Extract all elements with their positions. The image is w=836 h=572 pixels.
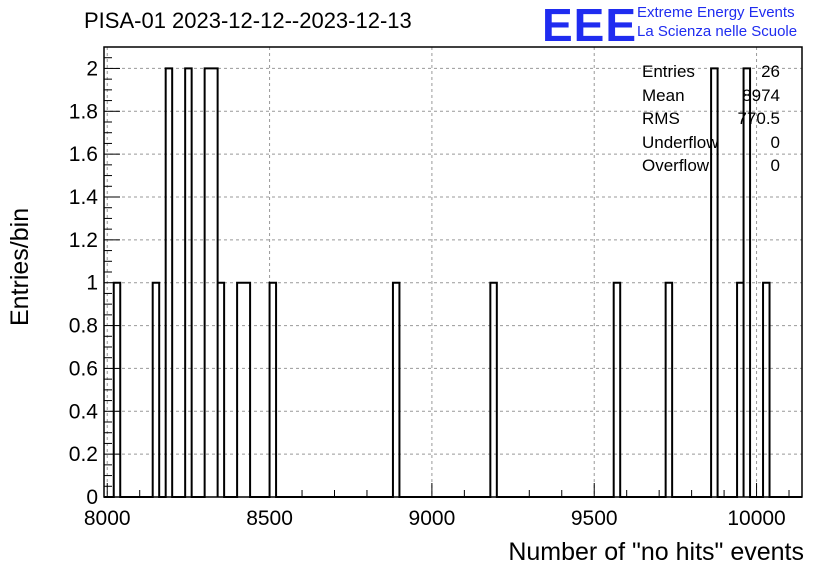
eee-logo-mark: EEE — [542, 0, 638, 51]
stats-key: Overflow — [642, 156, 710, 175]
eee-logo-text: Extreme Energy Events La Scienza nelle S… — [637, 3, 797, 41]
stats-key: Mean — [642, 85, 685, 105]
y-tick-label: 0.4 — [69, 400, 99, 423]
x-tick-label: 8500 — [246, 507, 293, 530]
x-tick-label: 10000 — [727, 507, 785, 530]
x-tick-label: 9500 — [571, 507, 618, 530]
y-tick-label: 1.8 — [69, 100, 98, 123]
y-tick-label: 0 — [86, 486, 98, 509]
histogram-bin — [237, 283, 250, 497]
stats-row-underflow: Underflow 0 — [642, 131, 780, 155]
stats-row-entries: Entries 26 — [642, 60, 780, 84]
x-tick-label: 9000 — [409, 507, 456, 530]
stats-value: 0 — [770, 132, 780, 152]
stats-key: Underflow — [642, 132, 719, 152]
stats-key: RMS — [642, 109, 680, 128]
y-tick-label: 0.2 — [69, 443, 98, 466]
y-tick-label: 0.8 — [69, 315, 98, 338]
logo-line-2: La Scienza nelle Scuole — [637, 23, 798, 40]
chart-title: PISA-01 2023-12-12--2023-12-13 — [84, 8, 412, 33]
y-tick-label: 1 — [86, 272, 98, 295]
stats-box: Entries 26 Mean 8974 RMS 770.5 Underflow… — [642, 60, 780, 178]
stats-value: 0 — [770, 156, 780, 175]
y-tick-label: 1.6 — [69, 143, 98, 166]
y-tick-label: 1.4 — [69, 186, 99, 209]
stats-key: Entries — [642, 62, 695, 81]
stats-row-rms: RMS 770.5 — [642, 107, 780, 131]
x-tick-label: 8000 — [84, 507, 131, 530]
y-tick-label: 1.2 — [69, 229, 98, 252]
y-axis-label: Entries/bin — [6, 207, 34, 326]
stats-value: 8974 — [742, 85, 780, 105]
logo-line-1: Extreme Energy Events — [637, 4, 795, 21]
stats-value: 770.5 — [737, 109, 780, 128]
y-tick-label: 0.6 — [69, 357, 98, 380]
stats-value: 26 — [761, 62, 780, 81]
y-tick-label: 2 — [86, 57, 98, 80]
x-axis-label: Number of "no hits" events — [508, 538, 804, 566]
stats-row-mean: Mean 8974 — [642, 84, 780, 108]
stats-row-overflow: Overflow 0 — [642, 154, 780, 178]
